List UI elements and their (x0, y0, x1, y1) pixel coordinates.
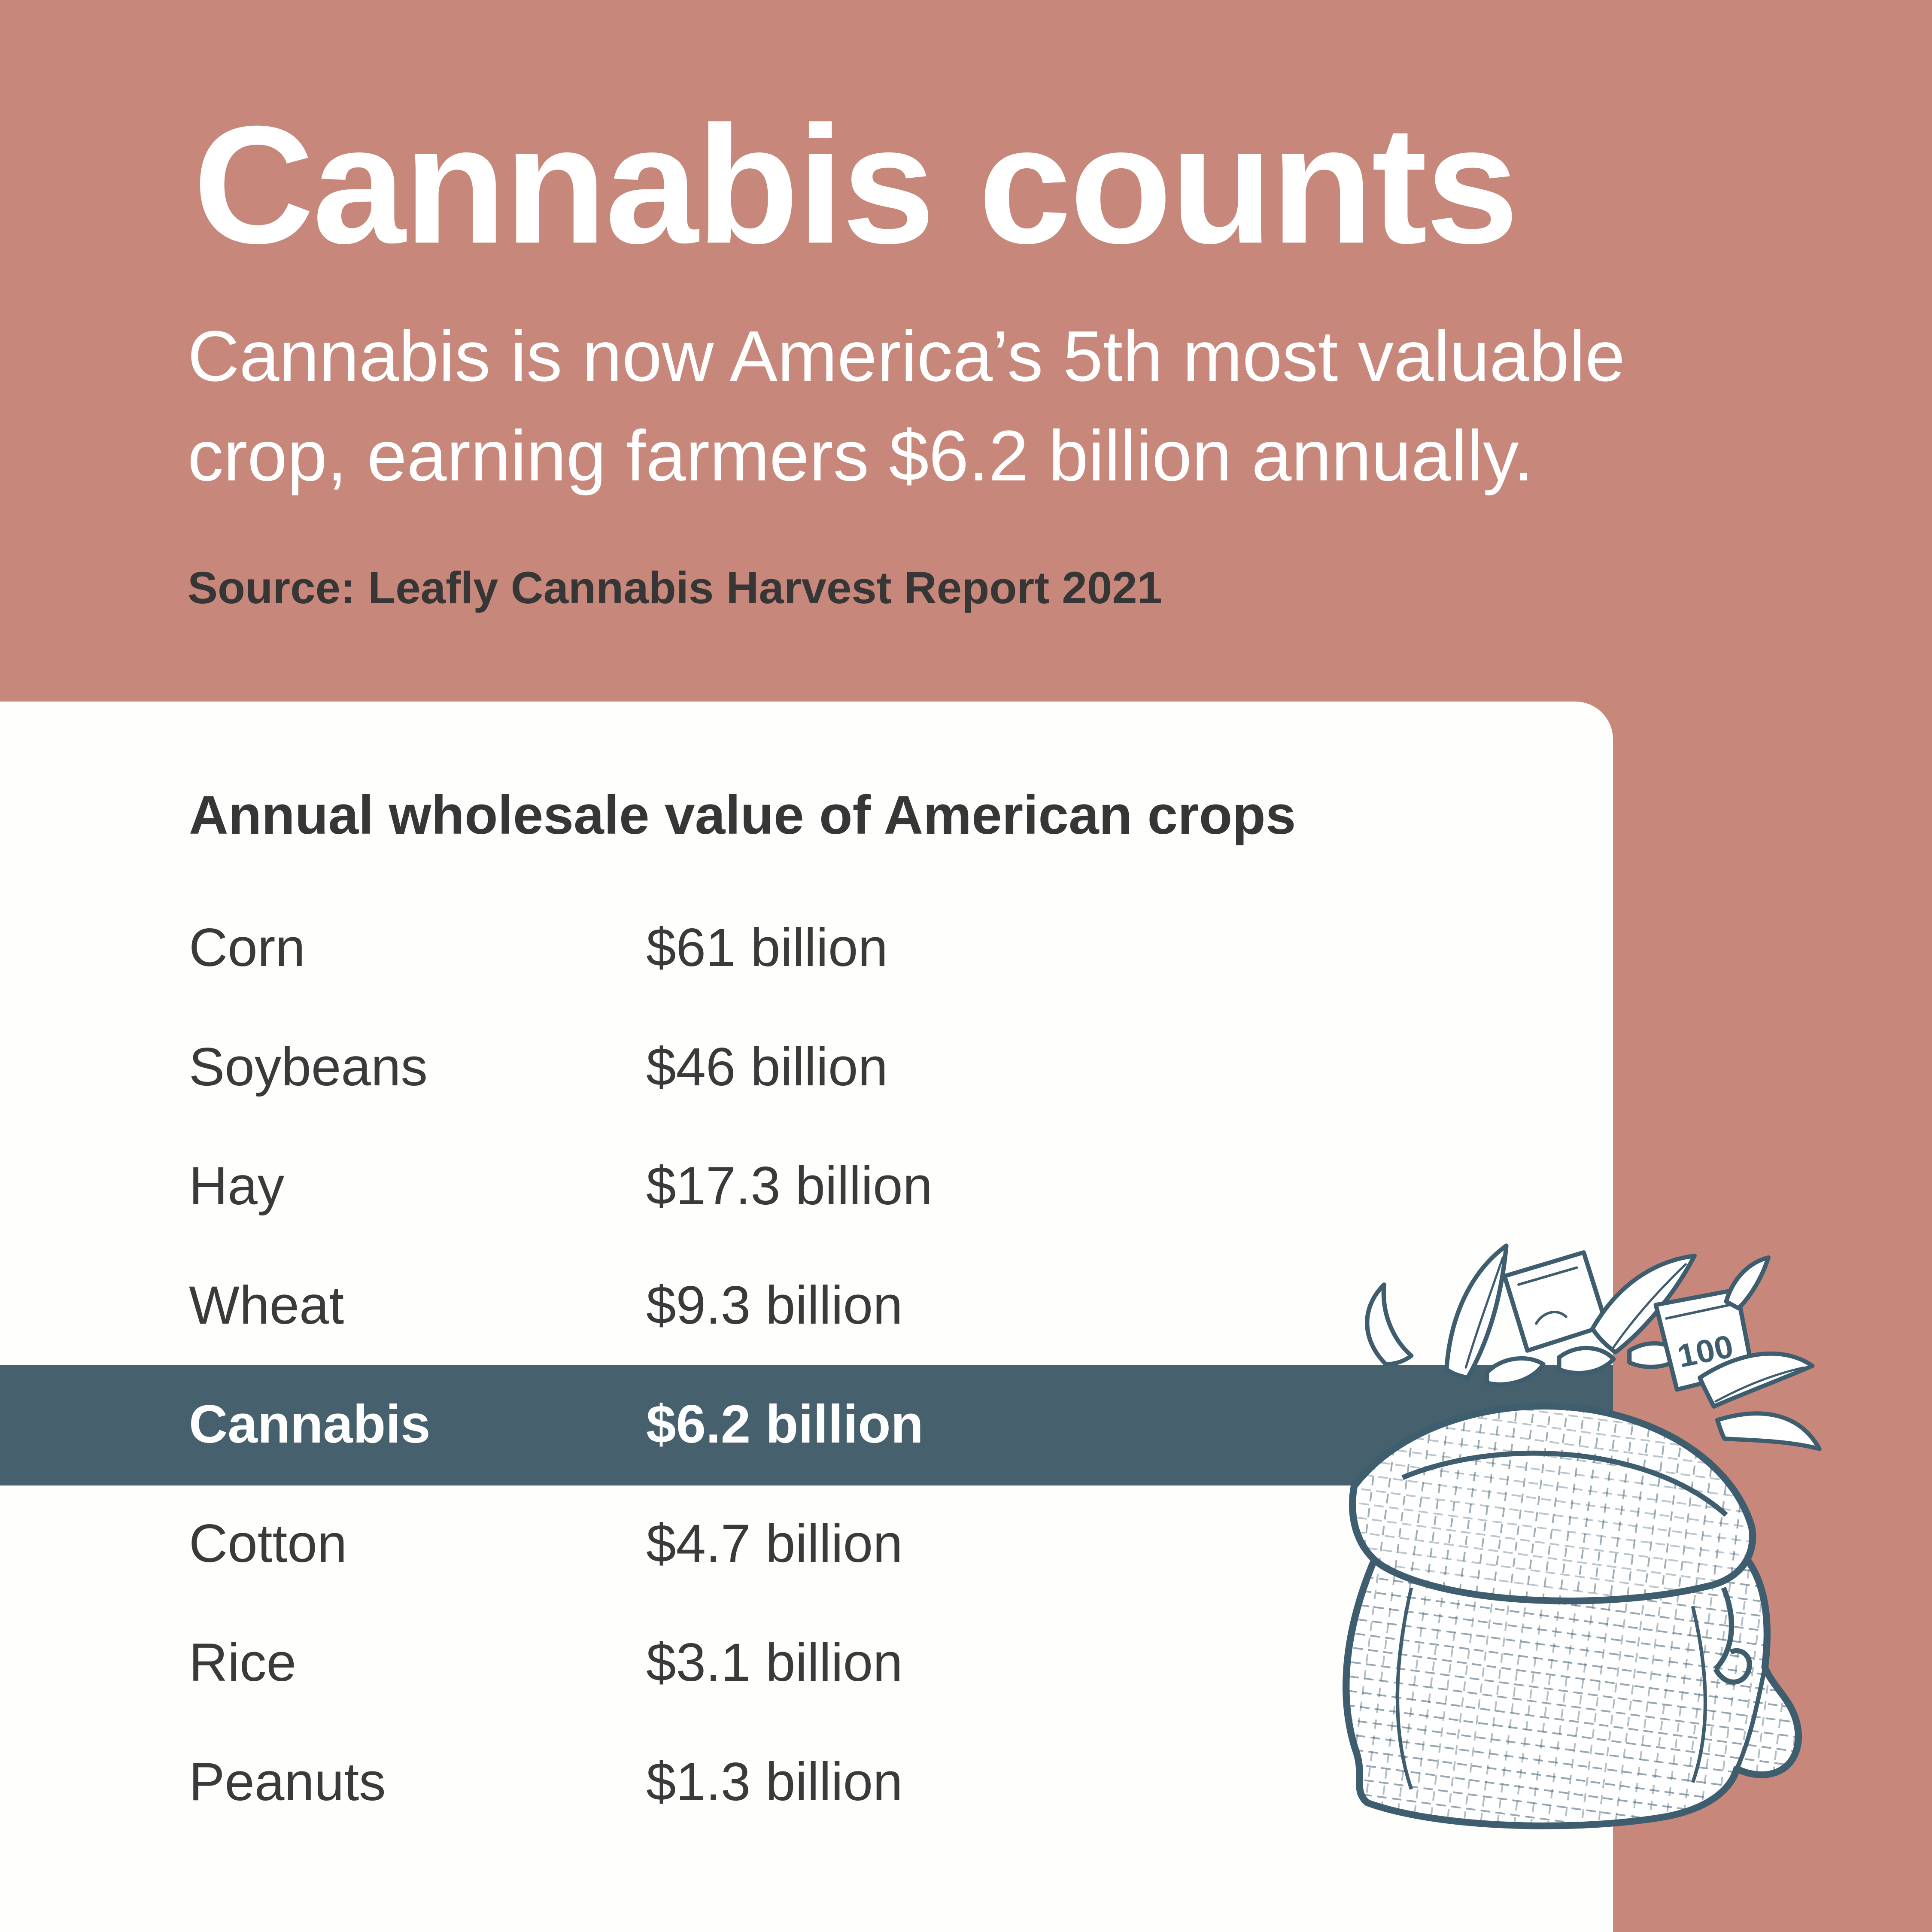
table-row: Rice $3.1 billion (0, 1631, 1613, 1695)
crop-label: Cannabis (189, 1394, 431, 1454)
sack-rim (1349, 1403, 1756, 1685)
table-row: Corn $61 billion (0, 916, 1613, 980)
crop-label: Corn (189, 918, 305, 978)
crop-label: Soybeans (189, 1037, 428, 1097)
crop-value: $9.3 billion (646, 1276, 903, 1335)
crop-label: Hay (189, 1156, 285, 1216)
crop-label: Cotton (189, 1514, 347, 1574)
table-row: Hay $17.3 billion (0, 1154, 1613, 1218)
subtitle-line-1: Cannabis is now America’s 5th most valua… (188, 316, 1625, 396)
crop-value: $61 billion (646, 918, 888, 978)
table-row-highlighted: Cannabis $6.2 billion (0, 1392, 1613, 1457)
subtitle-line-2: crop, earning farmers $6.2 billion annua… (188, 416, 1534, 496)
data-card (0, 702, 1613, 1932)
crop-value: $3.1 billion (646, 1633, 903, 1692)
table-row: Wheat $9.3 billion (0, 1273, 1613, 1338)
crop-value: $6.2 billion (646, 1394, 923, 1454)
table-title: Annual wholesale value of American crops (189, 784, 1296, 845)
highlight-band (0, 1365, 1613, 1485)
money-sack-illustration: 100 (1343, 1243, 1822, 1829)
table-row: Peanuts $1.3 billion (0, 1750, 1613, 1814)
page-title: Cannabis counts (193, 91, 1519, 278)
subtitle: Cannabis is now America’s 5th most valua… (188, 307, 1625, 506)
cannabis-leaves: 100 (1365, 1243, 1822, 1451)
crop-value: $17.3 billion (646, 1156, 933, 1216)
table-row: Cotton $4.7 billion (0, 1512, 1613, 1576)
crop-value: $4.7 billion (646, 1514, 903, 1574)
table-row: Soybeans $46 billion (0, 1035, 1613, 1100)
crop-label: Rice (189, 1633, 297, 1692)
sack-body (1343, 1552, 1802, 1829)
crop-label: Peanuts (189, 1752, 386, 1812)
crop-value: $46 billion (646, 1037, 888, 1097)
crop-value: $1.3 billion (646, 1752, 903, 1812)
source-credit: Source: Leafly Cannabis Harvest Report 2… (188, 563, 1163, 613)
crop-label: Wheat (189, 1276, 344, 1335)
